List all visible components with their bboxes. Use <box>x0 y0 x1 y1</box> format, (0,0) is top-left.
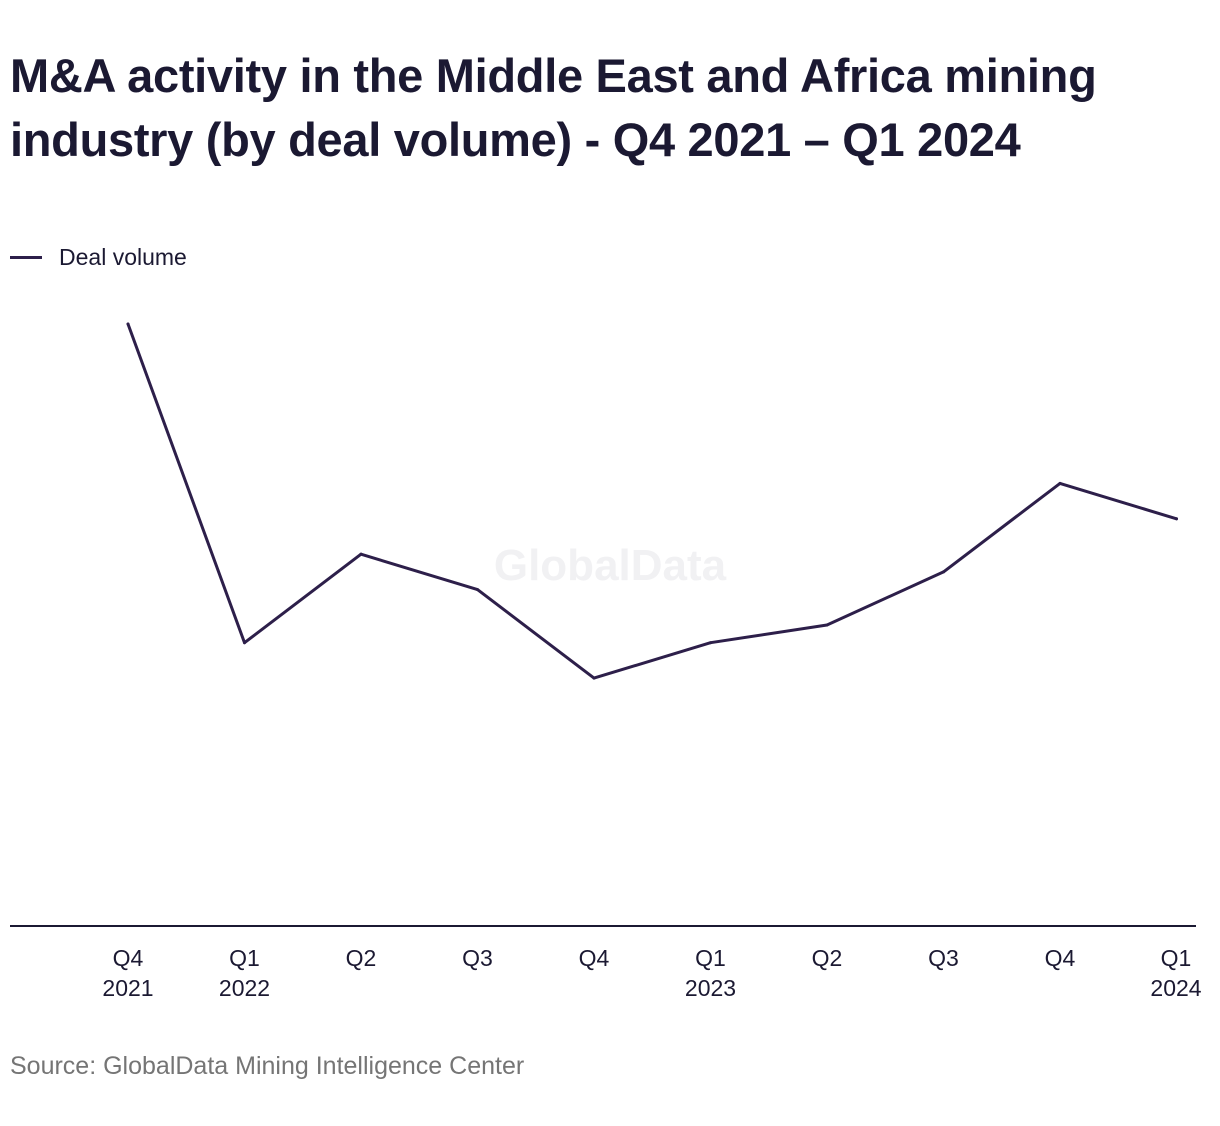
data-point <box>709 641 712 645</box>
x-tick-quarter: Q2 <box>346 945 377 971</box>
data-point <box>243 641 246 645</box>
x-tick-label: Q2 <box>812 945 843 971</box>
data-point <box>592 676 596 680</box>
legend-label-deal-volume: Deal volume <box>59 243 187 270</box>
chart-title: M&A activity in the Middle East and Afri… <box>10 49 1097 166</box>
x-tick-label: Q1 2022 <box>219 945 270 1001</box>
x-tick-quarter: Q1 <box>229 945 260 971</box>
legend: Deal volume <box>10 242 187 272</box>
x-tick-label: Q4 <box>1045 945 1076 971</box>
x-axis-ticks: Q4 2021 Q1 2022 Q2 Q3 Q4 Q1 2023 Q2 Q3 Q4 Q1 2024 <box>102 945 1201 1001</box>
x-tick-quarter: Q4 <box>1045 945 1076 971</box>
x-tick-quarter: Q4 <box>579 945 610 971</box>
x-tick-label: Q4 2021 <box>102 945 153 1001</box>
x-tick-quarter: Q1 <box>695 945 726 971</box>
x-tick-year: 2021 <box>102 975 153 1001</box>
x-tick-label: Q3 <box>462 945 493 971</box>
data-point <box>359 552 363 556</box>
legend-swatch-deal-volume <box>10 255 42 259</box>
data-point <box>1058 481 1062 485</box>
x-tick-label: Q1 2023 <box>685 945 736 1001</box>
x-tick-quarter: Q2 <box>812 945 843 971</box>
x-tick-label: Q1 2024 <box>1150 945 1201 1001</box>
x-tick-year: 2023 <box>685 975 736 1001</box>
data-point <box>942 570 945 574</box>
x-tick-label: Q3 <box>928 945 959 971</box>
x-tick-label: Q2 <box>346 945 377 971</box>
series-line-deal-volume <box>126 322 1178 680</box>
watermark: GlobalData <box>494 541 727 590</box>
series-layer <box>126 322 1178 680</box>
data-point <box>126 322 130 326</box>
data-point <box>476 588 479 592</box>
x-tick-quarter: Q4 <box>113 945 144 971</box>
x-tick-quarter: Q3 <box>928 945 959 971</box>
data-point <box>825 623 829 627</box>
x-tick-label: Q4 <box>579 945 610 971</box>
x-tick-quarter: Q3 <box>462 945 493 971</box>
data-point <box>1175 517 1178 521</box>
x-tick-year: 2024 <box>1150 975 1201 1001</box>
x-tick-quarter: Q1 <box>1161 945 1192 971</box>
x-tick-year: 2022 <box>219 975 270 1001</box>
source-note: Source: GlobalData Mining Intelligence C… <box>10 1052 525 1080</box>
